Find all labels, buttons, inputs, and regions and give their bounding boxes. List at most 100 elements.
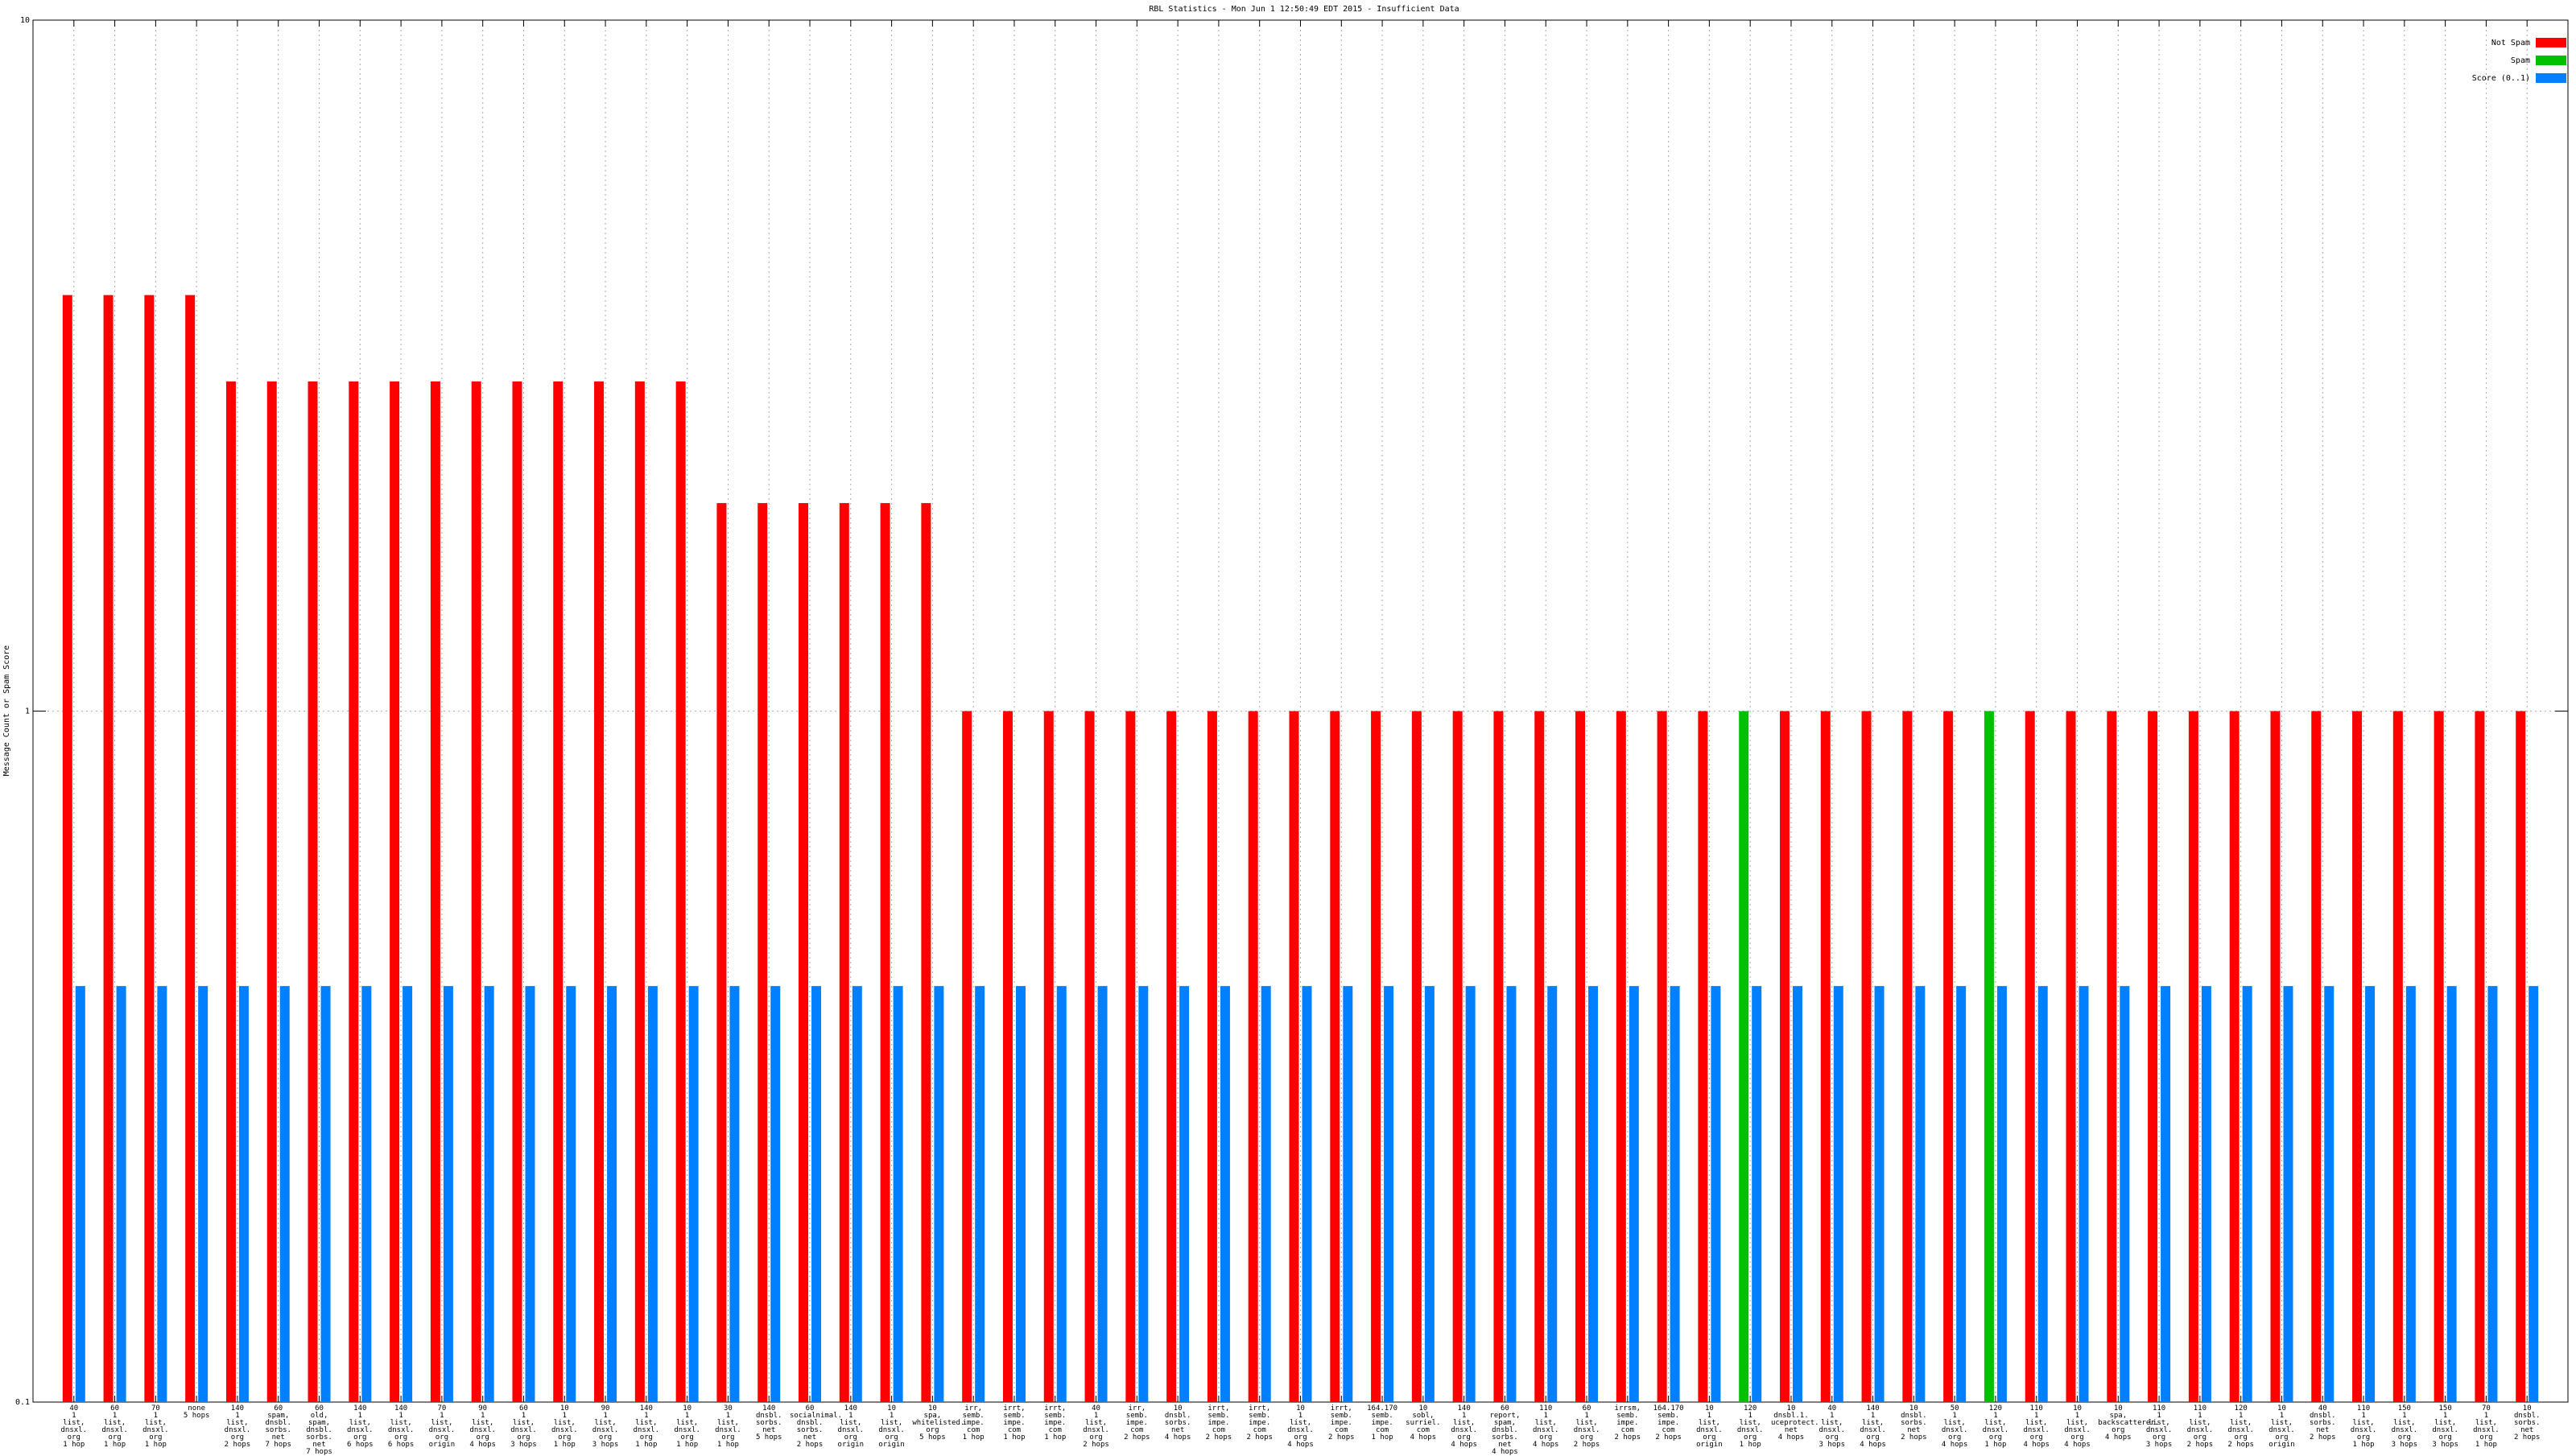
x-tick-label: irrt, semb. impe. com 2 hops — [1205, 1404, 1232, 1442]
bar — [1575, 711, 1586, 1402]
bar — [1125, 711, 1136, 1402]
bar — [2037, 986, 2048, 1402]
bar — [2311, 711, 2322, 1402]
bar — [2270, 711, 2281, 1402]
y-tick-label: 1 — [25, 707, 30, 716]
bar — [402, 986, 413, 1402]
bar — [1465, 986, 1476, 1402]
chart-title: RBL Statistics - Mon Jun 1 12:50:49 EDT … — [1149, 5, 1459, 14]
bar — [1984, 711, 1994, 1402]
bar — [1779, 711, 1790, 1402]
bar — [921, 503, 931, 1403]
x-tick-label: 120 1 list, dnsxl. org 1 hop — [1982, 1404, 2009, 1449]
x-tick-label: 110 1 list, dnsxl. org 3 hops — [2145, 1404, 2173, 1449]
legend-swatch — [2536, 73, 2566, 83]
bar — [349, 381, 359, 1403]
x-tick-label: 10 1 list, dnsxl. org 4 hops — [2064, 1404, 2091, 1449]
bar — [1616, 711, 1626, 1402]
bar — [1424, 986, 1435, 1402]
x-tick-label: 164.170 semb. impe. com 1 hop — [1367, 1404, 1398, 1442]
x-tick-label: 150 1 list, dnsxl. org 3 hops — [2432, 1404, 2458, 1449]
x-tick-label: 40 1 list, dnsxl. org 2 hops — [1083, 1404, 1109, 1449]
bar — [1371, 711, 1381, 1402]
bar — [1670, 986, 1680, 1402]
x-tick-label: 140 1 list, dnsxl. org 1 hop — [633, 1404, 660, 1449]
bar — [1792, 986, 1802, 1402]
bar — [1943, 711, 1954, 1402]
bar — [2434, 711, 2444, 1402]
bar — [675, 381, 686, 1403]
bar — [1493, 711, 1504, 1402]
bar — [975, 986, 985, 1402]
x-tick-label: 60 socialnimal. dnsbl. sorbs. net 2 hops — [790, 1404, 843, 1449]
x-tick-label: 120 1 list, dnsxl. org 2 hops — [2227, 1404, 2254, 1449]
bar — [770, 986, 781, 1402]
bar — [2148, 711, 2158, 1402]
bar — [1506, 986, 1517, 1402]
bar — [1861, 711, 1872, 1402]
bar — [2405, 986, 2416, 1402]
bar — [1547, 986, 1558, 1402]
bar — [2475, 711, 2485, 1402]
x-tick-label: 10 spa, backscatterer. org 4 hops — [2098, 1404, 2160, 1442]
bar — [1915, 986, 1926, 1402]
bar — [1097, 986, 1108, 1402]
bar — [1902, 711, 1913, 1402]
x-tick-label: 140 1 list, dnsxl. org 4 hops — [1451, 1404, 1477, 1449]
bar — [1874, 986, 1885, 1402]
bar — [266, 381, 277, 1403]
bar — [1452, 711, 1463, 1402]
x-tick-label: 90 1 list, dnsxl. org 3 hops — [592, 1404, 619, 1449]
x-tick-label: 140 1 list, dnsxl. org 6 hops — [347, 1404, 374, 1449]
bar — [2283, 986, 2293, 1402]
bar — [566, 986, 576, 1402]
x-tick-label: 10 1 list, dnsxl. org 4 hops — [1287, 1404, 1314, 1449]
bar — [2446, 986, 2457, 1402]
x-tick-label: 140 1 list, dnsxl. org origin — [837, 1404, 865, 1449]
bar — [361, 986, 372, 1402]
x-tick-label: 90 1 list, dnsxl. org 4 hops — [469, 1404, 496, 1449]
bar — [553, 381, 564, 1403]
bar — [1384, 986, 1394, 1402]
bar — [1996, 986, 2007, 1402]
legend-label: Spam — [2511, 56, 2530, 65]
bar — [2120, 986, 2130, 1402]
bar — [1752, 986, 1762, 1402]
x-tick-label: irrt, semb. impe. com 2 hops — [1328, 1404, 1355, 1442]
x-tick-label: 150 1 list, dnsxl. org 3 hops — [2391, 1404, 2418, 1449]
x-tick-label: 30 1 list, dnsxl. org 1 hop — [715, 1404, 741, 1449]
x-tick-label: 110 1 list, dnsxl. org 2 hops — [2186, 1404, 2214, 1449]
bar — [1343, 986, 1353, 1402]
bar — [2107, 711, 2117, 1402]
bar — [1138, 986, 1149, 1402]
bar — [1289, 711, 1299, 1402]
x-tick-label: irrt, semb. impe. com 1 hop — [1003, 1404, 1026, 1442]
legend-swatch — [2536, 56, 2566, 65]
bar — [2529, 986, 2539, 1402]
bar — [1302, 986, 1312, 1402]
bar — [1588, 986, 1599, 1402]
bar — [430, 381, 440, 1403]
x-tick-label: 110 1 list, dnsxl. org 4 hops — [2023, 1404, 2050, 1449]
x-tick-label: irr, semb. impe. com 1 hop — [962, 1404, 985, 1442]
bar — [962, 711, 972, 1402]
bar — [2365, 986, 2376, 1402]
bar — [1015, 986, 1026, 1402]
bar — [1166, 711, 1177, 1402]
bar — [2487, 986, 2498, 1402]
bar — [2242, 986, 2252, 1402]
x-tick-label: 40 dnsbl. sorbs. net 2 hops — [2309, 1404, 2336, 1442]
x-tick-label: 140 dnsbl. sorbs. net 5 hops — [755, 1404, 782, 1442]
bar — [320, 986, 331, 1402]
bar — [2324, 986, 2334, 1402]
bar — [1002, 711, 1013, 1402]
x-tick-label: 60 spam, dnsbl. sorbs. net 7 hops — [265, 1404, 291, 1449]
bar — [1820, 711, 1831, 1402]
y-tick-label: 10 — [20, 16, 30, 25]
bar — [1629, 986, 1639, 1402]
x-tick-label: 164.170 semb. impe. com 2 hops — [1653, 1404, 1684, 1442]
x-tick-label: 10 1 list, dnsxl. org origin — [2268, 1404, 2295, 1449]
x-tick-label: 60 1 list, dnsxl. org 3 hops — [510, 1404, 537, 1449]
bar — [75, 986, 85, 1402]
